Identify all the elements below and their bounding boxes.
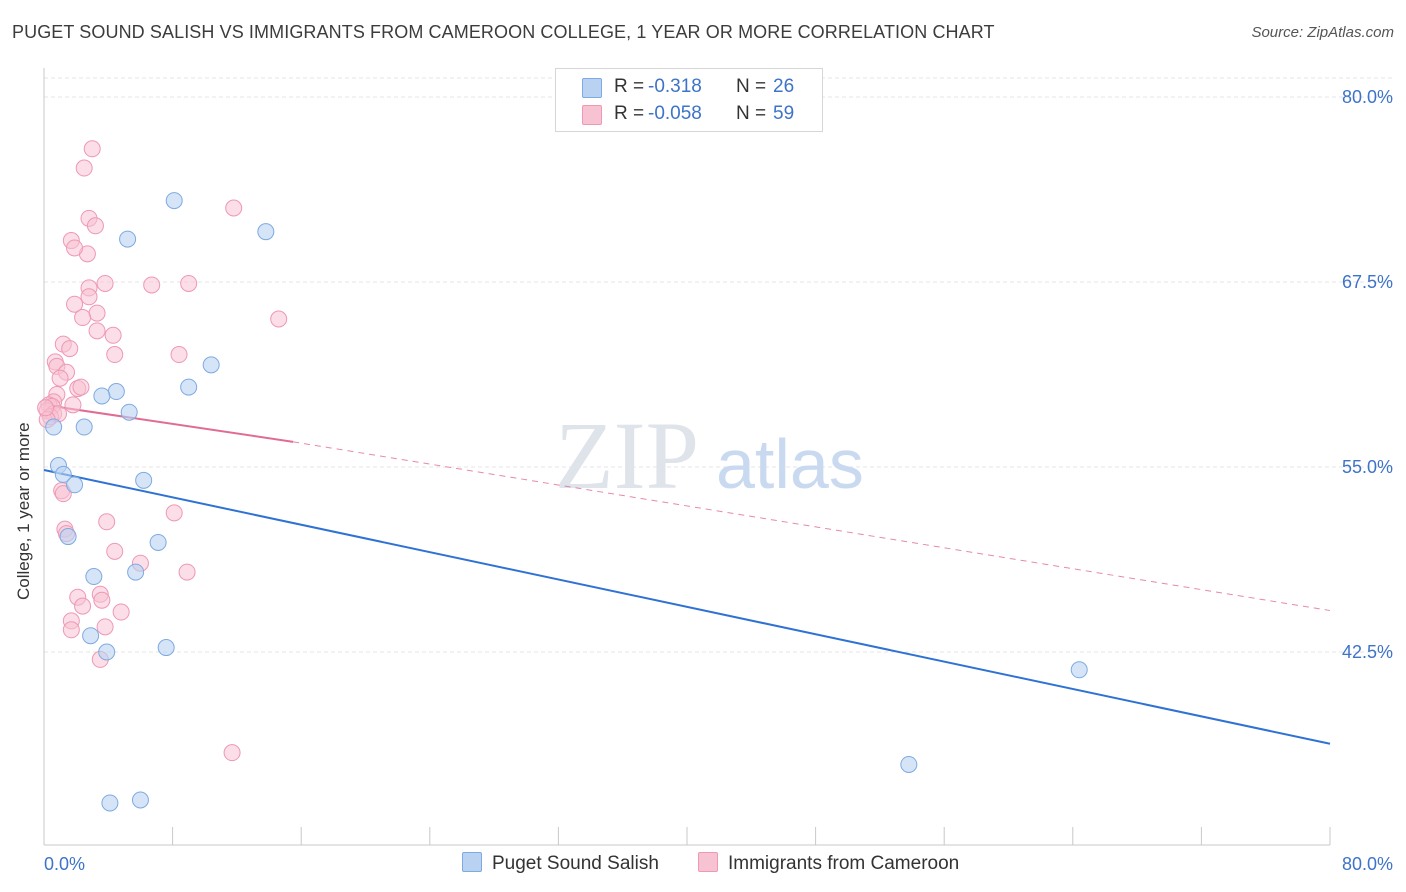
- cameroon-swatch-icon: [582, 105, 602, 125]
- point-cameroon: [93, 591, 111, 609]
- point-cameroon: [72, 378, 90, 396]
- x-tick-labels: 0.0% 80.0%: [44, 854, 1393, 874]
- y-tick-label: 80.0%: [1342, 87, 1393, 107]
- point-cameroon: [61, 340, 79, 358]
- legend-row-cameroon: R = -0.058 N = 59: [556, 100, 822, 128]
- point-cameroon: [223, 744, 241, 762]
- trend-line-salish: [43, 468, 1331, 745]
- point-salish: [127, 563, 145, 581]
- y-axis-label: College, 1 year or more: [14, 422, 33, 600]
- point-cameroon: [80, 288, 98, 306]
- trend-lines: [43, 403, 1331, 745]
- point-salish: [120, 403, 138, 421]
- y-tick-label: 42.5%: [1342, 642, 1393, 662]
- point-cameroon: [86, 217, 104, 235]
- point-salish: [180, 378, 198, 396]
- point-cameroon: [37, 399, 55, 417]
- point-cameroon: [83, 140, 101, 158]
- source-label: Source: ZipAtlas.com: [1251, 24, 1394, 41]
- n-value: 26: [773, 76, 795, 97]
- point-cameroon: [225, 199, 243, 217]
- legend-row-salish: R = -0.318 N = 26: [556, 73, 822, 101]
- point-cameroon: [74, 597, 92, 615]
- point-cameroon: [62, 621, 80, 639]
- point-salish: [149, 533, 167, 551]
- point-cameroon: [106, 346, 124, 364]
- point-cameroon: [96, 618, 114, 636]
- point-cameroon: [96, 274, 114, 292]
- x-tick-label: 80.0%: [1342, 854, 1393, 874]
- point-cameroon: [270, 310, 288, 328]
- point-cameroon: [66, 295, 84, 313]
- point-cameroon: [178, 563, 196, 581]
- r-value: -0.058: [648, 103, 702, 124]
- point-salish: [98, 643, 116, 661]
- point-salish: [82, 627, 100, 645]
- point-salish: [45, 418, 63, 436]
- watermark-atlas: atlas: [716, 425, 864, 503]
- point-salish: [157, 639, 175, 657]
- point-cameroon: [112, 603, 130, 621]
- point-cameroon: [75, 159, 93, 177]
- point-salish: [119, 230, 137, 248]
- point-salish: [131, 791, 149, 809]
- n-value: 59: [773, 103, 795, 124]
- axes: [43, 68, 1331, 846]
- salish-legend-icon: [462, 852, 482, 872]
- x-tick-label: 0.0%: [44, 854, 85, 874]
- point-salish: [85, 568, 103, 586]
- n-label: N =: [736, 103, 767, 124]
- point-salish: [75, 418, 93, 436]
- point-cameroon: [54, 485, 72, 503]
- r-label: R =: [614, 76, 645, 97]
- point-cameroon: [74, 309, 92, 327]
- point-cameroon: [66, 239, 84, 257]
- legend-item-cameroon[interactable]: Immigrants from Cameroon: [698, 852, 959, 875]
- n-label: N =: [736, 76, 767, 97]
- watermark-zip: ZIP: [555, 402, 699, 509]
- point-cameroon: [165, 504, 183, 522]
- trend-line-cameroon: [43, 403, 294, 443]
- correlation-legend: R = -0.318 N = 26 R = -0.058 N = 59: [555, 68, 823, 132]
- point-salish: [135, 471, 153, 489]
- data-points: [37, 140, 1088, 812]
- point-salish: [1070, 661, 1088, 679]
- point-salish: [59, 528, 77, 546]
- point-salish: [165, 192, 183, 210]
- point-salish: [900, 755, 918, 773]
- y-tick-labels: 42.5% 55.0% 67.5% 80.0%: [1342, 87, 1393, 662]
- r-value: -0.318: [648, 76, 702, 97]
- legend-label-cameroon: Immigrants from Cameroon: [728, 853, 960, 874]
- r-label: R =: [614, 103, 645, 124]
- point-cameroon: [180, 274, 198, 292]
- point-salish: [101, 794, 119, 812]
- point-cameroon: [88, 322, 106, 340]
- cameroon-legend-icon: [698, 852, 718, 872]
- point-salish: [66, 476, 84, 494]
- point-salish: [257, 223, 275, 241]
- legend-label-salish: Puget Sound Salish: [492, 853, 659, 874]
- point-salish: [93, 387, 111, 405]
- point-cameroon: [143, 276, 161, 294]
- chart-title: PUGET SOUND SALISH VS IMMIGRANTS FROM CA…: [12, 22, 995, 42]
- point-cameroon: [51, 369, 69, 387]
- point-salish: [54, 465, 72, 483]
- point-salish: [107, 383, 125, 401]
- point-salish: [202, 356, 220, 374]
- y-tick-label: 67.5%: [1342, 272, 1393, 292]
- point-cameroon: [98, 513, 116, 531]
- series-legend: Puget Sound Salish Immigrants from Camer…: [0, 852, 1406, 878]
- point-cameroon: [88, 304, 106, 322]
- point-cameroon: [170, 346, 188, 364]
- watermark: ZIP atlas: [555, 402, 864, 509]
- grid-lines: [44, 77, 1392, 653]
- point-cameroon: [106, 542, 124, 560]
- y-tick-label: 55.0%: [1342, 457, 1393, 477]
- salish-swatch-icon: [582, 78, 602, 98]
- legend-item-salish[interactable]: Puget Sound Salish: [462, 852, 659, 875]
- point-cameroon: [104, 326, 122, 344]
- point-cameroon: [64, 396, 82, 414]
